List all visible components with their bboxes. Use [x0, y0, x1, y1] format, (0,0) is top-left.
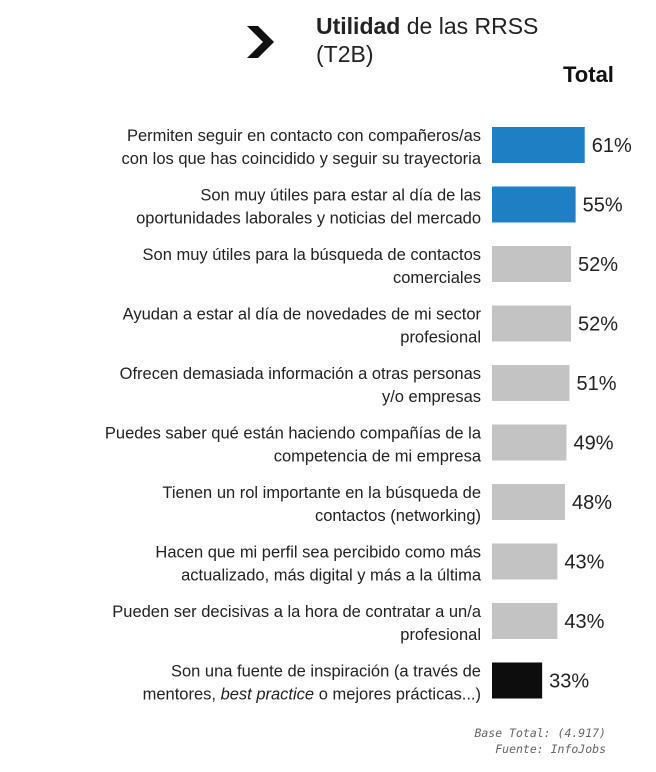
title-line2: (T2B)	[316, 41, 374, 67]
bar-row: Pueden ser decisivas a la hora de contra…	[112, 603, 605, 644]
chart-footer: Base Total: (4.917) Fuente: InfoJobs	[474, 725, 606, 757]
bar	[492, 603, 558, 639]
bar	[492, 543, 558, 580]
bar	[492, 127, 585, 163]
bar	[492, 662, 543, 699]
bar	[492, 365, 570, 401]
bar	[492, 424, 567, 461]
bar-row: Puedes saber qué están haciendo compañía…	[105, 424, 614, 466]
chart-title: Utilidad de las RRSS (T2B)	[316, 12, 636, 68]
value-label: 43%	[564, 552, 604, 574]
bar-row: Tienen un rol importante en la búsqueda …	[162, 484, 612, 525]
chart-header: Utilidad de las RRSS (T2B) Total	[0, 0, 656, 110]
value-label: 49%	[573, 433, 613, 455]
category-label: Hacen que mi perfil sea percibido como m…	[155, 544, 481, 585]
bar-row: Hacen que mi perfil sea percibido como m…	[155, 543, 605, 585]
bar-row: Permiten seguir en contacto con compañer…	[121, 127, 632, 168]
category-label: Permiten seguir en contacto con compañer…	[121, 127, 481, 168]
value-label: 55%	[583, 195, 623, 217]
value-label: 51%	[577, 373, 617, 395]
category-label: Pueden ser decisivas a la hora de contra…	[112, 603, 482, 644]
category-label: Son una fuente de inspiración (a través …	[143, 663, 481, 704]
bar-row: Ofrecen demasiada información a otras pe…	[120, 365, 617, 406]
bar	[492, 484, 565, 520]
source-note: Fuente: InfoJobs	[495, 742, 606, 756]
value-label: 52%	[578, 314, 618, 336]
value-label: 43%	[564, 611, 604, 633]
bar-row: Son una fuente de inspiración (a través …	[143, 662, 589, 704]
bar-row: Son muy útiles para estar al día de las o…	[136, 186, 623, 228]
bar	[492, 246, 572, 282]
bar	[492, 305, 572, 342]
value-label: 33%	[549, 671, 589, 693]
bar-row: Son muy útiles para la búsqueda de conta…	[143, 246, 618, 287]
category-label: Son muy útiles para estar al día de las o…	[136, 187, 481, 228]
category-label: Son muy útiles para la búsqueda de conta…	[143, 246, 481, 287]
title-bold: Utilidad	[316, 13, 401, 39]
bar-chart: Permiten seguir en contacto con compañer…	[105, 127, 632, 704]
bar-row: Ayudan a estar al día de novedades de mi…	[123, 305, 618, 347]
bar	[492, 186, 576, 223]
value-label: 48%	[572, 492, 612, 514]
base-total-note: Base Total: (4.917)	[474, 726, 606, 740]
category-label: Tienen un rol importante en la búsqueda …	[162, 484, 481, 525]
category-label: Puedes saber qué están haciendo compañía…	[105, 425, 482, 466]
title-rest: de las RRSS	[400, 13, 539, 39]
value-label: 61%	[592, 135, 632, 157]
category-label: Ofrecen demasiada información a otras pe…	[120, 365, 481, 406]
chevron-right-icon	[247, 26, 274, 58]
value-label: 52%	[578, 254, 618, 276]
category-label: Ayudan a estar al día de novedades de mi…	[123, 306, 482, 347]
total-column-label: Total	[563, 62, 614, 87]
